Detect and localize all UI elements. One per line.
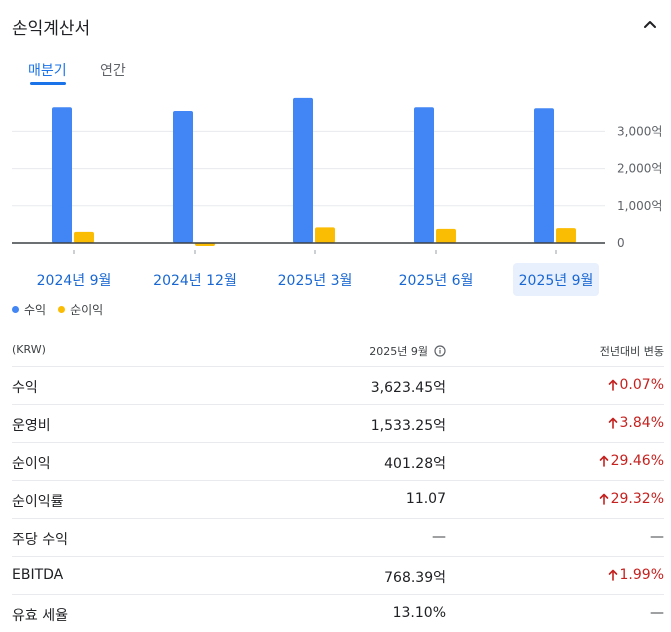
table-header: (KRW) 2025년 9월 전년대비 변동 — [12, 333, 664, 366]
unit-header: (KRW) — [12, 343, 46, 356]
row-label: 유효 세율 — [12, 608, 68, 624]
change-header: 전년대비 변동 — [599, 345, 664, 358]
y-tick-label: 0 — [617, 236, 625, 250]
table-row: 유효 세율 13.10% — — [12, 594, 664, 632]
period-label[interactable]: 2025년 6월 — [398, 272, 474, 289]
row-change: 3.84% — [608, 415, 664, 431]
net-income-bar[interactable] — [315, 227, 335, 243]
row-label: EBITDA — [12, 567, 64, 583]
period-header-label: 2025년 9월 — [369, 345, 428, 358]
row-value: 768.39억 — [384, 570, 446, 586]
income-chart: 3,000억 2,000억 1,000억 0 — [12, 97, 662, 254]
net-income-bar[interactable] — [74, 231, 94, 243]
net-income-bar[interactable] — [436, 228, 456, 243]
legend-item-revenue: 수익 — [12, 301, 46, 318]
period-header: 2025년 9월 — [369, 343, 446, 359]
income-table: (KRW) 2025년 9월 전년대비 변동 수익 3,623.45억 0.07% 운… — [12, 333, 664, 632]
legend-dot-revenue — [12, 306, 19, 313]
tab-quarterly[interactable]: 매분기 — [28, 63, 67, 79]
row-value: 13.10% — [392, 605, 446, 621]
table-row: 주당 수익 — — — [12, 518, 664, 556]
row-change-value: — — [650, 529, 664, 545]
row-change-value: 1.99% — [619, 567, 664, 583]
table-body: 수익 3,623.45억 0.07% 운영비 1,533.25억 3.84% 순이익 401.… — [12, 366, 664, 632]
arrow-up-icon — [599, 455, 608, 467]
legend-label-net-income: 순이익 — [70, 303, 104, 317]
active-tab-indicator — [30, 82, 66, 85]
table-row: 수익 3,623.45억 0.07% — [12, 366, 664, 404]
card-title: 손익계산서 — [12, 19, 91, 39]
row-change-value: 29.32% — [610, 491, 664, 507]
row-change-value: 29.46% — [610, 453, 664, 469]
revenue-bar[interactable] — [52, 107, 72, 243]
period-label[interactable]: 2024년 12월 — [153, 272, 237, 289]
y-tick-label: 2,000억 — [617, 162, 662, 176]
table-row: EBITDA 768.39억 1.99% — [12, 556, 664, 594]
row-label: 수익 — [12, 380, 38, 396]
arrow-up-icon — [599, 493, 608, 505]
row-change: — — [650, 605, 664, 621]
row-change: — — [650, 529, 664, 545]
table-row: 운영비 1,533.25억 3.84% — [12, 404, 664, 442]
revenue-bar[interactable] — [414, 107, 434, 243]
revenue-bar[interactable] — [173, 110, 193, 243]
row-change-value: — — [650, 605, 664, 621]
row-change-value: 3.84% — [619, 415, 664, 431]
table-row: 순이익률 11.07 29.32% — [12, 480, 664, 518]
net-income-bar[interactable] — [556, 228, 576, 243]
row-change: 29.46% — [599, 453, 664, 469]
legend-item-net-income: 순이익 — [58, 301, 103, 318]
arrow-up-icon — [608, 379, 617, 391]
row-value: 1,533.25억 — [370, 418, 446, 434]
period-label[interactable]: 2024년 9월 — [36, 272, 112, 289]
row-value: 11.07 — [405, 491, 446, 507]
row-label: 순이익률 — [12, 494, 64, 510]
row-value: 3,623.45억 — [370, 380, 446, 396]
arrow-up-icon — [608, 417, 617, 429]
chart-legend: 수익 순이익 — [12, 301, 115, 318]
tab-annual[interactable]: 연간 — [100, 63, 126, 79]
legend-dot-net-income — [58, 306, 66, 313]
period-label[interactable]: 2025년 9월 — [513, 263, 599, 296]
row-change-value: 0.07% — [619, 377, 664, 393]
row-change: 29.32% — [599, 491, 664, 507]
table-row: 순이익 401.28억 29.46% — [12, 442, 664, 480]
y-tick-label: 3,000억 — [617, 124, 662, 138]
row-label: 주당 수익 — [12, 532, 68, 548]
info-icon[interactable] — [434, 345, 446, 357]
revenue-bar[interactable] — [534, 108, 554, 243]
row-value: — — [432, 529, 446, 545]
card-header: 손익계산서 — [12, 10, 663, 42]
chevron-up-icon[interactable] — [641, 16, 659, 34]
arrow-up-icon — [608, 569, 617, 581]
row-label: 순이익 — [12, 456, 51, 472]
legend-label-revenue: 수익 — [24, 303, 47, 317]
row-change: 0.07% — [608, 377, 664, 393]
y-tick-label: 1,000억 — [617, 199, 662, 213]
row-value: 401.28억 — [384, 456, 446, 472]
period-label[interactable]: 2025년 3월 — [277, 272, 353, 289]
row-change: 1.99% — [608, 567, 664, 583]
row-label: 운영비 — [12, 418, 51, 434]
revenue-bar[interactable] — [293, 97, 313, 243]
